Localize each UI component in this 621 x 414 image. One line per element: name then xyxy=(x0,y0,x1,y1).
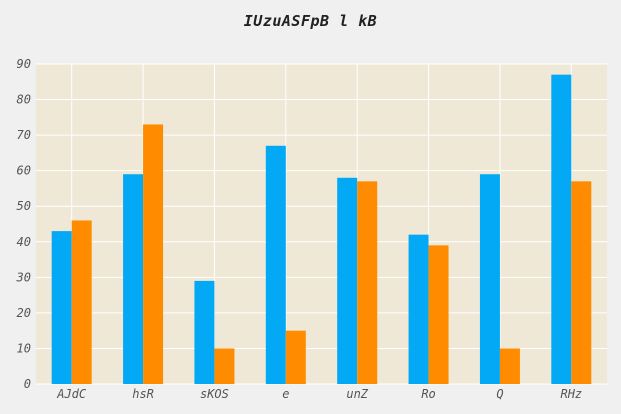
y-tick-label: 30 xyxy=(16,270,31,284)
y-tick-label: 60 xyxy=(17,164,31,178)
y-tick-label: 40 xyxy=(17,235,31,249)
bar-RHz-series-2 xyxy=(571,181,592,384)
bar-Q-series-1 xyxy=(479,174,500,384)
y-tick-label: 80 xyxy=(17,93,31,107)
bar-AJdC-series-1 xyxy=(51,231,72,384)
x-tick-label: RHz xyxy=(560,387,582,401)
x-axis: AJdC hsR sKOS e unZ Ro Q RHz xyxy=(56,387,582,401)
x-tick-label: Q xyxy=(496,387,503,401)
bar-Ro-series-1 xyxy=(408,234,429,384)
y-tick-label: 20 xyxy=(17,306,31,320)
plot-area xyxy=(36,64,607,384)
y-tick-label: 10 xyxy=(17,341,31,355)
y-tick-label: 70 xyxy=(17,128,31,142)
bar-AJdC-series-2 xyxy=(71,220,92,384)
bar-e-series-2 xyxy=(285,330,306,384)
x-tick-label: unZ xyxy=(346,387,368,401)
x-tick-label: e xyxy=(282,387,289,401)
y-axis: 0 10 20 30 40 50 60 70 80 90 xyxy=(16,57,31,391)
bar-unZ-series-2 xyxy=(357,181,378,384)
y-tick-label: 50 xyxy=(17,199,31,213)
bar-Q-series-2 xyxy=(499,348,520,384)
bar-hsR-series-2 xyxy=(143,124,164,384)
x-tick-label: hsR xyxy=(132,387,154,401)
x-tick-label: AJdC xyxy=(56,387,87,401)
y-tick-label: 0 xyxy=(24,377,31,391)
bar-hsR-series-1 xyxy=(123,174,144,384)
x-tick-label: Ro xyxy=(421,387,435,401)
bar-RHz-series-1 xyxy=(551,74,572,385)
bar-unZ-series-1 xyxy=(337,177,358,384)
bar-sKOS-series-2 xyxy=(214,348,235,384)
bar-sKOS-series-1 xyxy=(194,280,215,384)
bar-Ro-series-2 xyxy=(428,245,449,384)
bars xyxy=(51,74,592,385)
y-tick-label: 90 xyxy=(17,57,31,71)
x-tick-label: sKOS xyxy=(200,387,229,401)
chart-title: IUzuASFpB l kB xyxy=(243,12,378,30)
bar-e-series-1 xyxy=(265,145,286,384)
